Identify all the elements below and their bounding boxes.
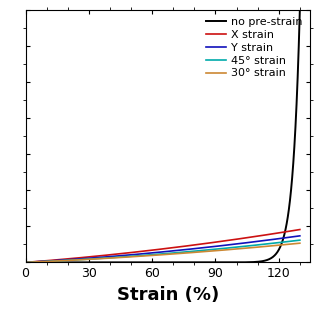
no pre-strain	[212, 260, 216, 264]
Legend: no pre-strain, X strain, Y strain, 45° strain, 30° strain: no pre-strain, X strain, Y strain, 45° s…	[201, 13, 307, 83]
Line: no pre-strain: no pre-strain	[26, 10, 300, 262]
X strain	[298, 228, 302, 231]
Line: Y strain: Y strain	[26, 236, 300, 262]
no pre-strain	[144, 260, 148, 264]
Y strain	[243, 241, 246, 245]
X strain	[243, 236, 246, 240]
30° strain	[24, 260, 28, 264]
X strain	[135, 250, 139, 254]
no pre-strain	[135, 260, 139, 264]
45° strain	[52, 259, 56, 263]
Y strain	[212, 244, 216, 248]
45° strain	[24, 260, 28, 264]
Y strain	[135, 252, 139, 256]
45° strain	[212, 247, 216, 251]
Y strain	[237, 242, 241, 245]
45° strain	[237, 245, 241, 249]
30° strain	[52, 259, 56, 263]
30° strain	[243, 246, 246, 250]
Y strain	[144, 252, 148, 255]
no pre-strain	[237, 260, 241, 264]
45° strain	[144, 253, 148, 257]
45° strain	[135, 254, 139, 258]
no pre-strain	[52, 260, 56, 264]
X strain	[52, 258, 56, 262]
no pre-strain	[298, 8, 302, 12]
X strain	[144, 249, 148, 253]
30° strain	[135, 254, 139, 258]
30° strain	[212, 249, 216, 253]
30° strain	[237, 247, 241, 251]
X strain	[237, 237, 241, 241]
X strain	[24, 260, 28, 264]
Line: 45° strain: 45° strain	[26, 240, 300, 262]
Line: 30° strain: 30° strain	[26, 243, 300, 262]
no pre-strain	[243, 260, 246, 264]
Y strain	[298, 234, 302, 238]
X strain	[212, 240, 216, 244]
X-axis label: Strain (%): Strain (%)	[117, 286, 219, 304]
no pre-strain	[24, 260, 28, 264]
30° strain	[298, 241, 302, 245]
Line: X strain: X strain	[26, 229, 300, 262]
Y strain	[24, 260, 28, 264]
30° strain	[144, 254, 148, 258]
Y strain	[52, 259, 56, 263]
45° strain	[243, 244, 246, 248]
45° strain	[298, 238, 302, 242]
